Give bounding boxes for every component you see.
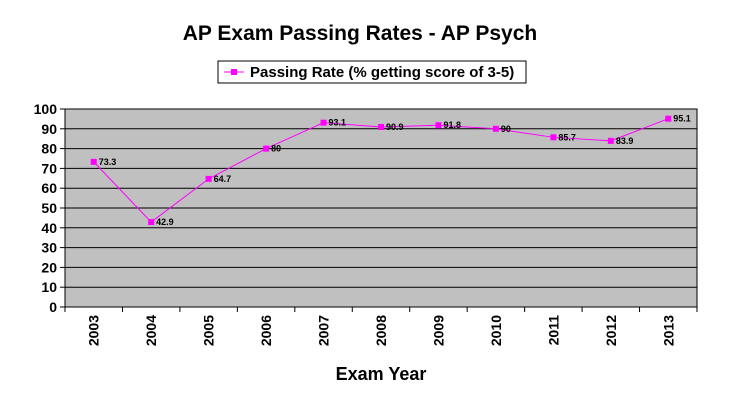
data-label: 42.9 bbox=[156, 217, 174, 227]
data-label: 80 bbox=[271, 144, 281, 154]
legend-box bbox=[217, 60, 527, 84]
data-label: 95.1 bbox=[673, 114, 691, 124]
y-tick-label: 60 bbox=[41, 180, 57, 196]
y-tick-label: 50 bbox=[41, 200, 57, 216]
y-tick-label: 100 bbox=[34, 101, 58, 117]
data-point bbox=[320, 119, 327, 126]
y-tick-label: 0 bbox=[49, 299, 57, 315]
x-tick-label: 2010 bbox=[488, 315, 504, 346]
data-labels: 73.3 42.9 64.7 80 93.1 90.9 91.8 90 85.7 83.9 95.1 bbox=[99, 114, 691, 227]
data-point bbox=[492, 125, 499, 132]
data-point bbox=[665, 115, 672, 122]
data-label: 64.7 bbox=[214, 174, 232, 184]
data-point bbox=[205, 175, 212, 182]
data-label: 73.3 bbox=[99, 157, 117, 167]
legend-label-passing-rate: Passing Rate (% getting score of 3-5) bbox=[250, 64, 514, 81]
data-label: 90.9 bbox=[386, 122, 404, 132]
data-point bbox=[435, 122, 442, 129]
data-point bbox=[90, 158, 97, 165]
data-label: 85.7 bbox=[558, 132, 576, 142]
x-tick-label: 2006 bbox=[258, 315, 274, 346]
y-tick-label: 30 bbox=[41, 240, 57, 256]
x-tick-label: 2012 bbox=[603, 315, 619, 346]
y-tick-label: 80 bbox=[41, 141, 57, 157]
data-point bbox=[550, 134, 557, 141]
y-tick-label: 40 bbox=[41, 220, 57, 236]
legend-marker bbox=[231, 69, 237, 75]
y-tick-label: 10 bbox=[41, 279, 57, 295]
x-tick-label: 2005 bbox=[201, 315, 217, 346]
x-tick-label: 2009 bbox=[430, 315, 446, 346]
x-tick-label: 2013 bbox=[660, 315, 676, 346]
legend: Passing Rate (% getting score of 3-5) bbox=[217, 60, 527, 84]
data-label: 90 bbox=[501, 124, 511, 134]
data-point bbox=[263, 145, 270, 152]
x-axis: 2003 2004 2005 2006 2007 2008 2009 2010 2011 2012… bbox=[64, 307, 698, 346]
x-tick-label: 2004 bbox=[143, 315, 159, 346]
data-markers bbox=[90, 115, 672, 226]
data-point bbox=[607, 137, 614, 144]
y-tick-label: 70 bbox=[41, 160, 57, 176]
data-label: 83.9 bbox=[616, 136, 634, 146]
x-axis-title: Exam Year bbox=[336, 364, 427, 384]
y-tick-label: 20 bbox=[41, 259, 57, 275]
chart-title: AP Exam Passing Rates - AP Psych bbox=[183, 22, 537, 45]
x-tick-label: 2007 bbox=[316, 315, 332, 346]
x-tick-label: 2003 bbox=[86, 315, 102, 346]
data-point bbox=[378, 124, 384, 131]
y-axis: 0 10 20 30 40 50 60 70 80 90 100 bbox=[34, 101, 65, 315]
x-tick-label: 2011 bbox=[545, 315, 561, 346]
data-label: 91.8 bbox=[443, 120, 461, 130]
data-label: 93.1 bbox=[329, 118, 347, 128]
data-point bbox=[148, 219, 155, 226]
x-tick-label: 2008 bbox=[373, 315, 389, 346]
y-tick-label: 90 bbox=[41, 121, 57, 137]
